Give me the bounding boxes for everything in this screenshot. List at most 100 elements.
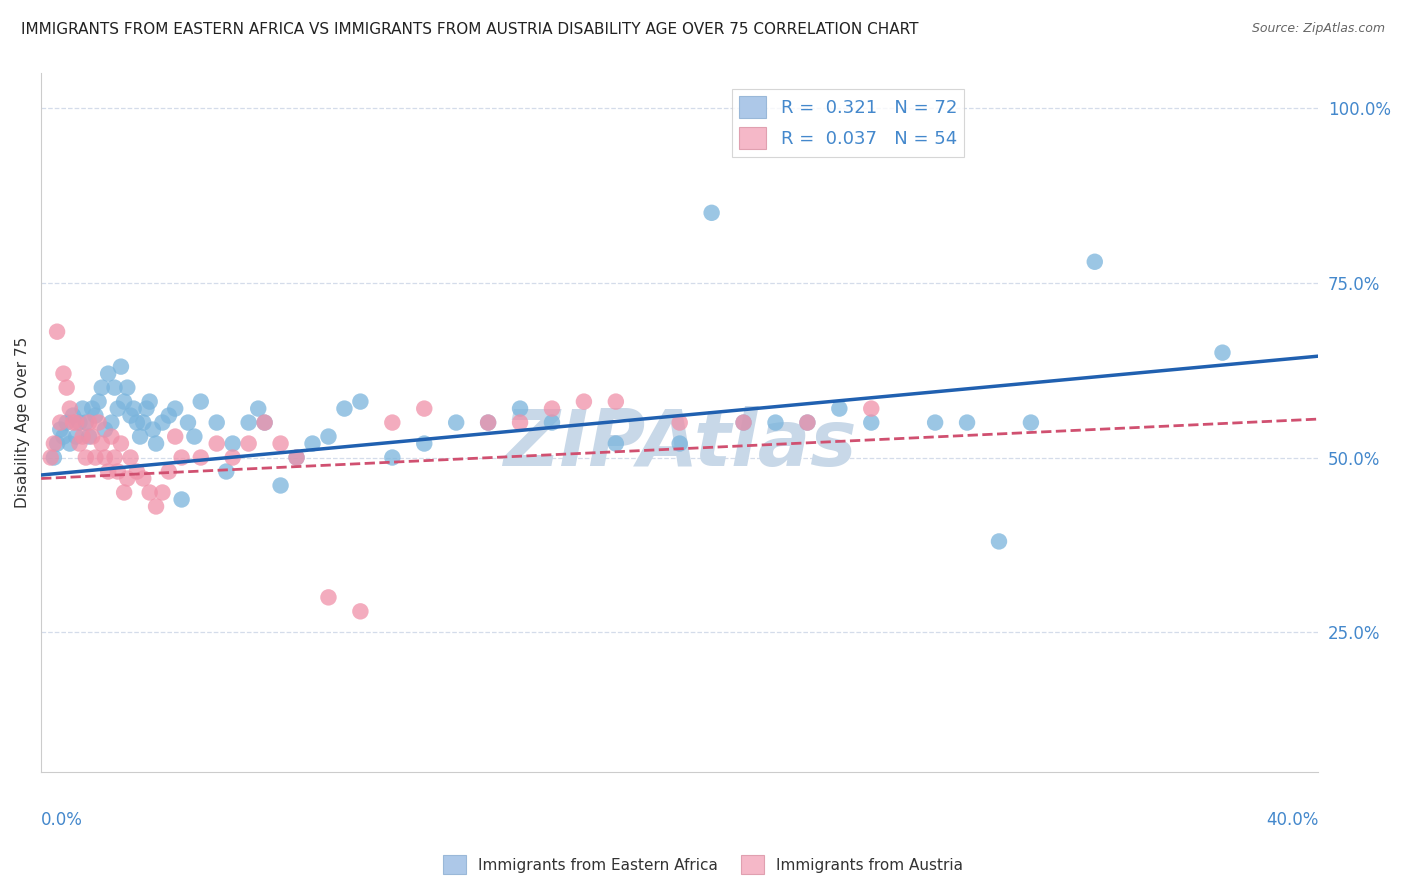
Point <box>860 416 883 430</box>
Point <box>120 409 142 423</box>
Point <box>477 416 499 430</box>
Point <box>509 401 531 416</box>
Point <box>413 436 436 450</box>
Point <box>42 450 65 465</box>
Point <box>253 416 276 430</box>
Point <box>165 401 187 416</box>
Point <box>84 450 107 465</box>
Point <box>205 416 228 430</box>
Point <box>860 401 883 416</box>
Point <box>107 401 129 416</box>
Text: Source: ZipAtlas.com: Source: ZipAtlas.com <box>1251 22 1385 36</box>
Point <box>55 416 77 430</box>
Point <box>46 436 69 450</box>
Point <box>125 416 148 430</box>
Point <box>301 436 323 450</box>
Point <box>52 429 75 443</box>
Point <box>668 436 690 450</box>
Point <box>72 401 94 416</box>
Point <box>129 429 152 443</box>
Point <box>65 416 87 430</box>
Point <box>318 591 340 605</box>
Point <box>55 381 77 395</box>
Point <box>572 394 595 409</box>
Point <box>796 416 818 430</box>
Point <box>828 401 851 416</box>
Point <box>120 450 142 465</box>
Point <box>765 416 787 430</box>
Point <box>59 401 82 416</box>
Point <box>138 485 160 500</box>
Point <box>247 401 270 416</box>
Point <box>1084 254 1107 268</box>
Point <box>112 485 135 500</box>
Text: IMMIGRANTS FROM EASTERN AFRICA VS IMMIGRANTS FROM AUSTRIA DISABILITY AGE OVER 75: IMMIGRANTS FROM EASTERN AFRICA VS IMMIGR… <box>21 22 918 37</box>
Point <box>132 471 155 485</box>
Point <box>205 436 228 450</box>
Point <box>668 416 690 430</box>
Point <box>318 429 340 443</box>
Point <box>75 416 97 430</box>
Point <box>183 429 205 443</box>
Point <box>77 416 100 430</box>
Point <box>87 394 110 409</box>
Point <box>122 401 145 416</box>
Point <box>62 409 84 423</box>
Point <box>924 416 946 430</box>
Point <box>142 423 165 437</box>
Point <box>117 471 139 485</box>
Point <box>733 416 755 430</box>
Point <box>1019 416 1042 430</box>
Point <box>107 465 129 479</box>
Point <box>165 429 187 443</box>
Point <box>157 409 180 423</box>
Point <box>94 450 117 465</box>
Point <box>67 416 90 430</box>
Point <box>49 416 72 430</box>
Point <box>52 367 75 381</box>
Point <box>541 401 564 416</box>
Point <box>605 394 627 409</box>
Point <box>97 367 120 381</box>
Point <box>135 401 157 416</box>
Point <box>177 416 200 430</box>
Point <box>110 359 132 374</box>
Point <box>125 465 148 479</box>
Text: 0.0%: 0.0% <box>41 811 83 829</box>
Point <box>94 423 117 437</box>
Point <box>75 450 97 465</box>
Point <box>72 429 94 443</box>
Point <box>988 534 1011 549</box>
Point <box>253 416 276 430</box>
Point <box>84 409 107 423</box>
Point <box>62 416 84 430</box>
Point <box>82 401 104 416</box>
Point <box>67 436 90 450</box>
Point <box>138 394 160 409</box>
Point <box>157 465 180 479</box>
Point <box>46 325 69 339</box>
Point <box>82 429 104 443</box>
Point <box>97 465 120 479</box>
Point <box>152 485 174 500</box>
Point <box>509 416 531 430</box>
Legend: R =  0.321   N = 72, R =  0.037   N = 54: R = 0.321 N = 72, R = 0.037 N = 54 <box>733 89 965 156</box>
Point <box>270 436 292 450</box>
Point <box>444 416 467 430</box>
Point <box>238 436 260 450</box>
Point <box>145 500 167 514</box>
Point <box>700 206 723 220</box>
Text: 40.0%: 40.0% <box>1265 811 1319 829</box>
Point <box>170 492 193 507</box>
Point <box>285 450 308 465</box>
Point <box>112 394 135 409</box>
Point <box>117 381 139 395</box>
Y-axis label: Disability Age Over 75: Disability Age Over 75 <box>15 337 30 508</box>
Point <box>733 416 755 430</box>
Point <box>190 394 212 409</box>
Point <box>42 436 65 450</box>
Point <box>100 429 122 443</box>
Point <box>956 416 979 430</box>
Point <box>238 416 260 430</box>
Point <box>381 450 404 465</box>
